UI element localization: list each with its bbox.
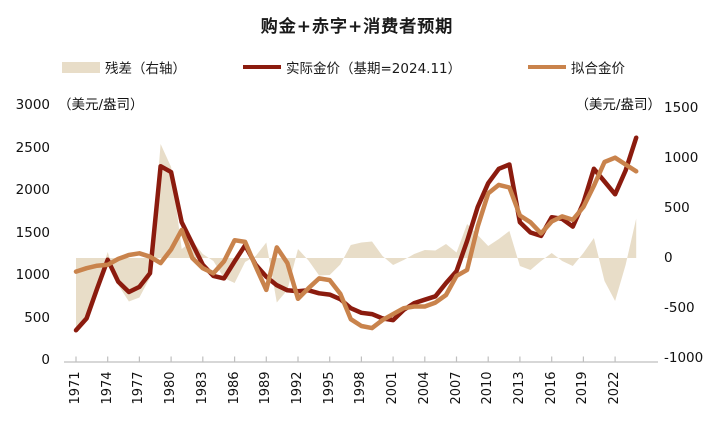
- y-axis-tick-label-left: 1000: [15, 267, 50, 283]
- y-axis-tick-label-right: 0: [664, 250, 673, 266]
- y-axis-tick-label-left: 0: [41, 352, 50, 368]
- x-axis-tick-label: 1998: [353, 371, 369, 405]
- y-axis-tick-label-left: 3000: [15, 97, 50, 113]
- x-axis-tick-label: 2022: [607, 371, 623, 405]
- y-axis-tick-label-left: 500: [24, 309, 50, 326]
- actual-line-swatch: [243, 64, 281, 70]
- legend-item-actual: 实际金价（基期=2024.11）: [243, 59, 462, 77]
- right-axis-unit-label: （美元/盎司）: [575, 97, 661, 113]
- x-axis-tick-label: 1995: [321, 371, 337, 405]
- x-axis-tick-label: 2016: [543, 371, 559, 405]
- x-axis-tick-label: 1983: [194, 371, 210, 405]
- y-axis-tick-label-right: 1000: [664, 150, 699, 166]
- chart-title: 购金+赤字+消费者预期: [260, 17, 454, 37]
- y-axis-tick-label-left: 2000: [15, 182, 50, 198]
- x-axis-tick-label: 1986: [226, 371, 242, 405]
- y-axis-tick-label-right: 1500: [664, 100, 699, 116]
- y-axis-tick-label-right: 500: [664, 200, 690, 216]
- legend-item-residual: 残差（右轴）: [62, 59, 186, 77]
- x-axis-tick-label: 1974: [99, 371, 115, 405]
- y-axis-tick-label-left: 2500: [15, 139, 50, 156]
- y-axis-tick-label-right: -1000: [664, 350, 704, 366]
- x-axis-tick-label: 2007: [448, 371, 464, 405]
- x-axis-tick-label: 2001: [385, 371, 401, 405]
- fitted-gold-price-line: [73, 155, 639, 331]
- fitted-line-swatch: [528, 64, 566, 70]
- x-axis-tick-label: 1989: [258, 371, 274, 405]
- legend-label-fitted: 拟合金价: [571, 61, 625, 77]
- x-axis-tick-label: 1980: [163, 371, 179, 405]
- x-axis: [64, 356, 658, 363]
- x-axis-tick-label: 1977: [131, 371, 147, 405]
- x-axis-tick-label: 2004: [416, 371, 432, 405]
- x-axis-tick-label: 2019: [575, 371, 591, 405]
- legend-label-residual: 残差（右轴）: [105, 61, 186, 77]
- x-axis-tick-label: 1971: [68, 371, 83, 405]
- residual-area-swatch: [62, 61, 100, 73]
- x-axis-tick-label: 2013: [511, 371, 527, 405]
- y-axis-tick-label-left: 1500: [15, 224, 50, 241]
- x-axis-tick-label: 1992: [289, 371, 305, 405]
- x-axis-tick-label: 2010: [480, 371, 496, 405]
- legend-item-fitted: 拟合金价: [528, 59, 625, 77]
- y-axis-tick-label-right: -500: [664, 300, 695, 316]
- left-axis-unit-label: （美元/盎司）: [58, 97, 144, 113]
- legend-label-actual: 实际金价（基期=2024.11）: [286, 61, 462, 77]
